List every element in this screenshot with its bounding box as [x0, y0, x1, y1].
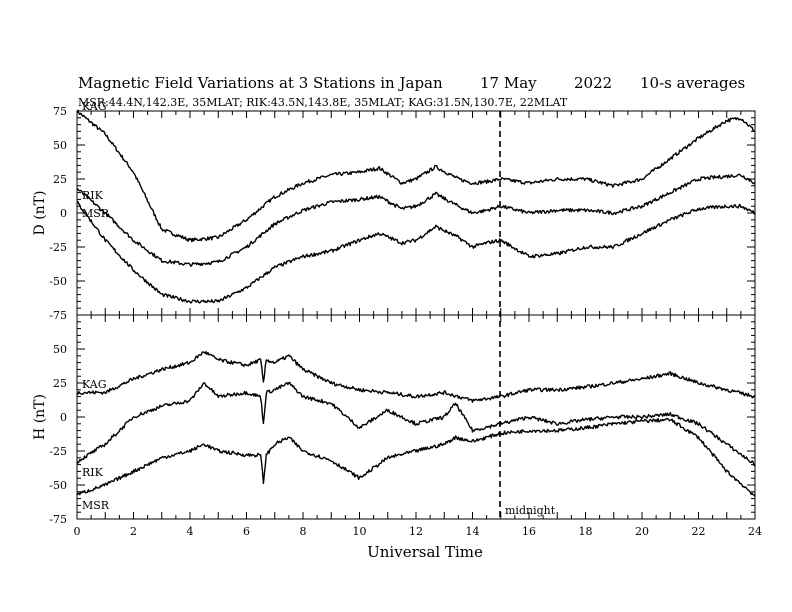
x-tick-label: 6: [243, 525, 250, 538]
x-tick-label: 4: [187, 525, 194, 538]
x-tick-label: 12: [409, 525, 423, 538]
chart-title: Magnetic Field Variations at 3 Stations …: [78, 74, 443, 92]
d-y-tick-label: 25: [53, 173, 67, 186]
h-y-tick-label: 25: [53, 377, 67, 390]
d-series-rik: [76, 173, 756, 267]
x-tick-label: 8: [300, 525, 307, 538]
x-tick-label: 0: [74, 525, 81, 538]
x-tick-label: 24: [748, 525, 762, 538]
x-tick-label: 20: [635, 525, 649, 538]
d-panel: 75 50 25 0 -25 -50 -75 D (nT) KAG RIK MSR: [32, 100, 756, 322]
d-y-tick-label: -75: [49, 309, 67, 322]
d-y-tick-label: 50: [53, 139, 67, 152]
h-y-ticks: 50 25 0 -25 -50 -75: [49, 314, 755, 526]
x-tick-label: 2: [130, 525, 137, 538]
h-x-ticks: [76, 315, 756, 519]
x-tick-label: 22: [692, 525, 706, 538]
h-y-tick-label: 50: [53, 343, 67, 356]
h-y-tick-label: -50: [49, 479, 67, 492]
d-y-tick-label: -25: [49, 241, 67, 254]
d-label-rik: RIK: [82, 189, 104, 202]
d-panel-frame: [76, 110, 756, 316]
x-tick-labels: 0 2 4 6 8 10 12 14 16 18 20 22 24: [74, 525, 763, 538]
chart-subtitle: MSR:44.4N,142.3E, 35MLAT; RIK:43.5N,143.…: [78, 96, 568, 109]
chart-date: 17 May: [480, 74, 537, 92]
d-y-tick-label: 75: [53, 105, 67, 118]
x-tick-label: 10: [353, 525, 367, 538]
midnight-label: midnight: [505, 504, 556, 517]
d-y-ticks: 75 50 25 0 -25 -50 -75: [49, 105, 755, 322]
chart-averaging: 10-s averages: [640, 74, 745, 92]
h-label-rik: RIK: [82, 466, 104, 479]
h-y-tick-label: -75: [49, 513, 67, 526]
x-tick-label: 18: [579, 525, 593, 538]
h-series-kag: [76, 351, 756, 403]
h-panel: 50 25 0 -25 -50 -75 H (nT) KAG RIK MSR: [32, 314, 756, 526]
d-y-tick-label: 0: [60, 207, 67, 220]
d-y-axis-label: D (nT): [32, 191, 48, 236]
d-series-msr: [76, 201, 756, 304]
x-axis-label: Universal Time: [367, 543, 483, 561]
d-label-msr: MSR: [82, 207, 110, 220]
x-tick-label: 14: [466, 525, 480, 538]
x-tick-label: 16: [522, 525, 536, 538]
chart-year: 2022: [574, 74, 612, 92]
d-label-kag: KAG: [82, 100, 107, 113]
h-series-rik: [76, 381, 756, 467]
d-traces: [76, 109, 756, 304]
h-label-kag: KAG: [82, 378, 107, 391]
h-y-tick-label: -25: [49, 445, 67, 458]
h-y-axis-label: H (nT): [32, 394, 48, 440]
h-y-tick-label: 0: [60, 411, 67, 424]
h-series-msr: [76, 417, 756, 497]
d-x-ticks: [76, 111, 756, 315]
h-label-msr: MSR: [82, 499, 110, 512]
d-series-kag: [76, 109, 756, 243]
d-y-tick-label: -50: [49, 275, 67, 288]
h-traces: [76, 351, 756, 497]
